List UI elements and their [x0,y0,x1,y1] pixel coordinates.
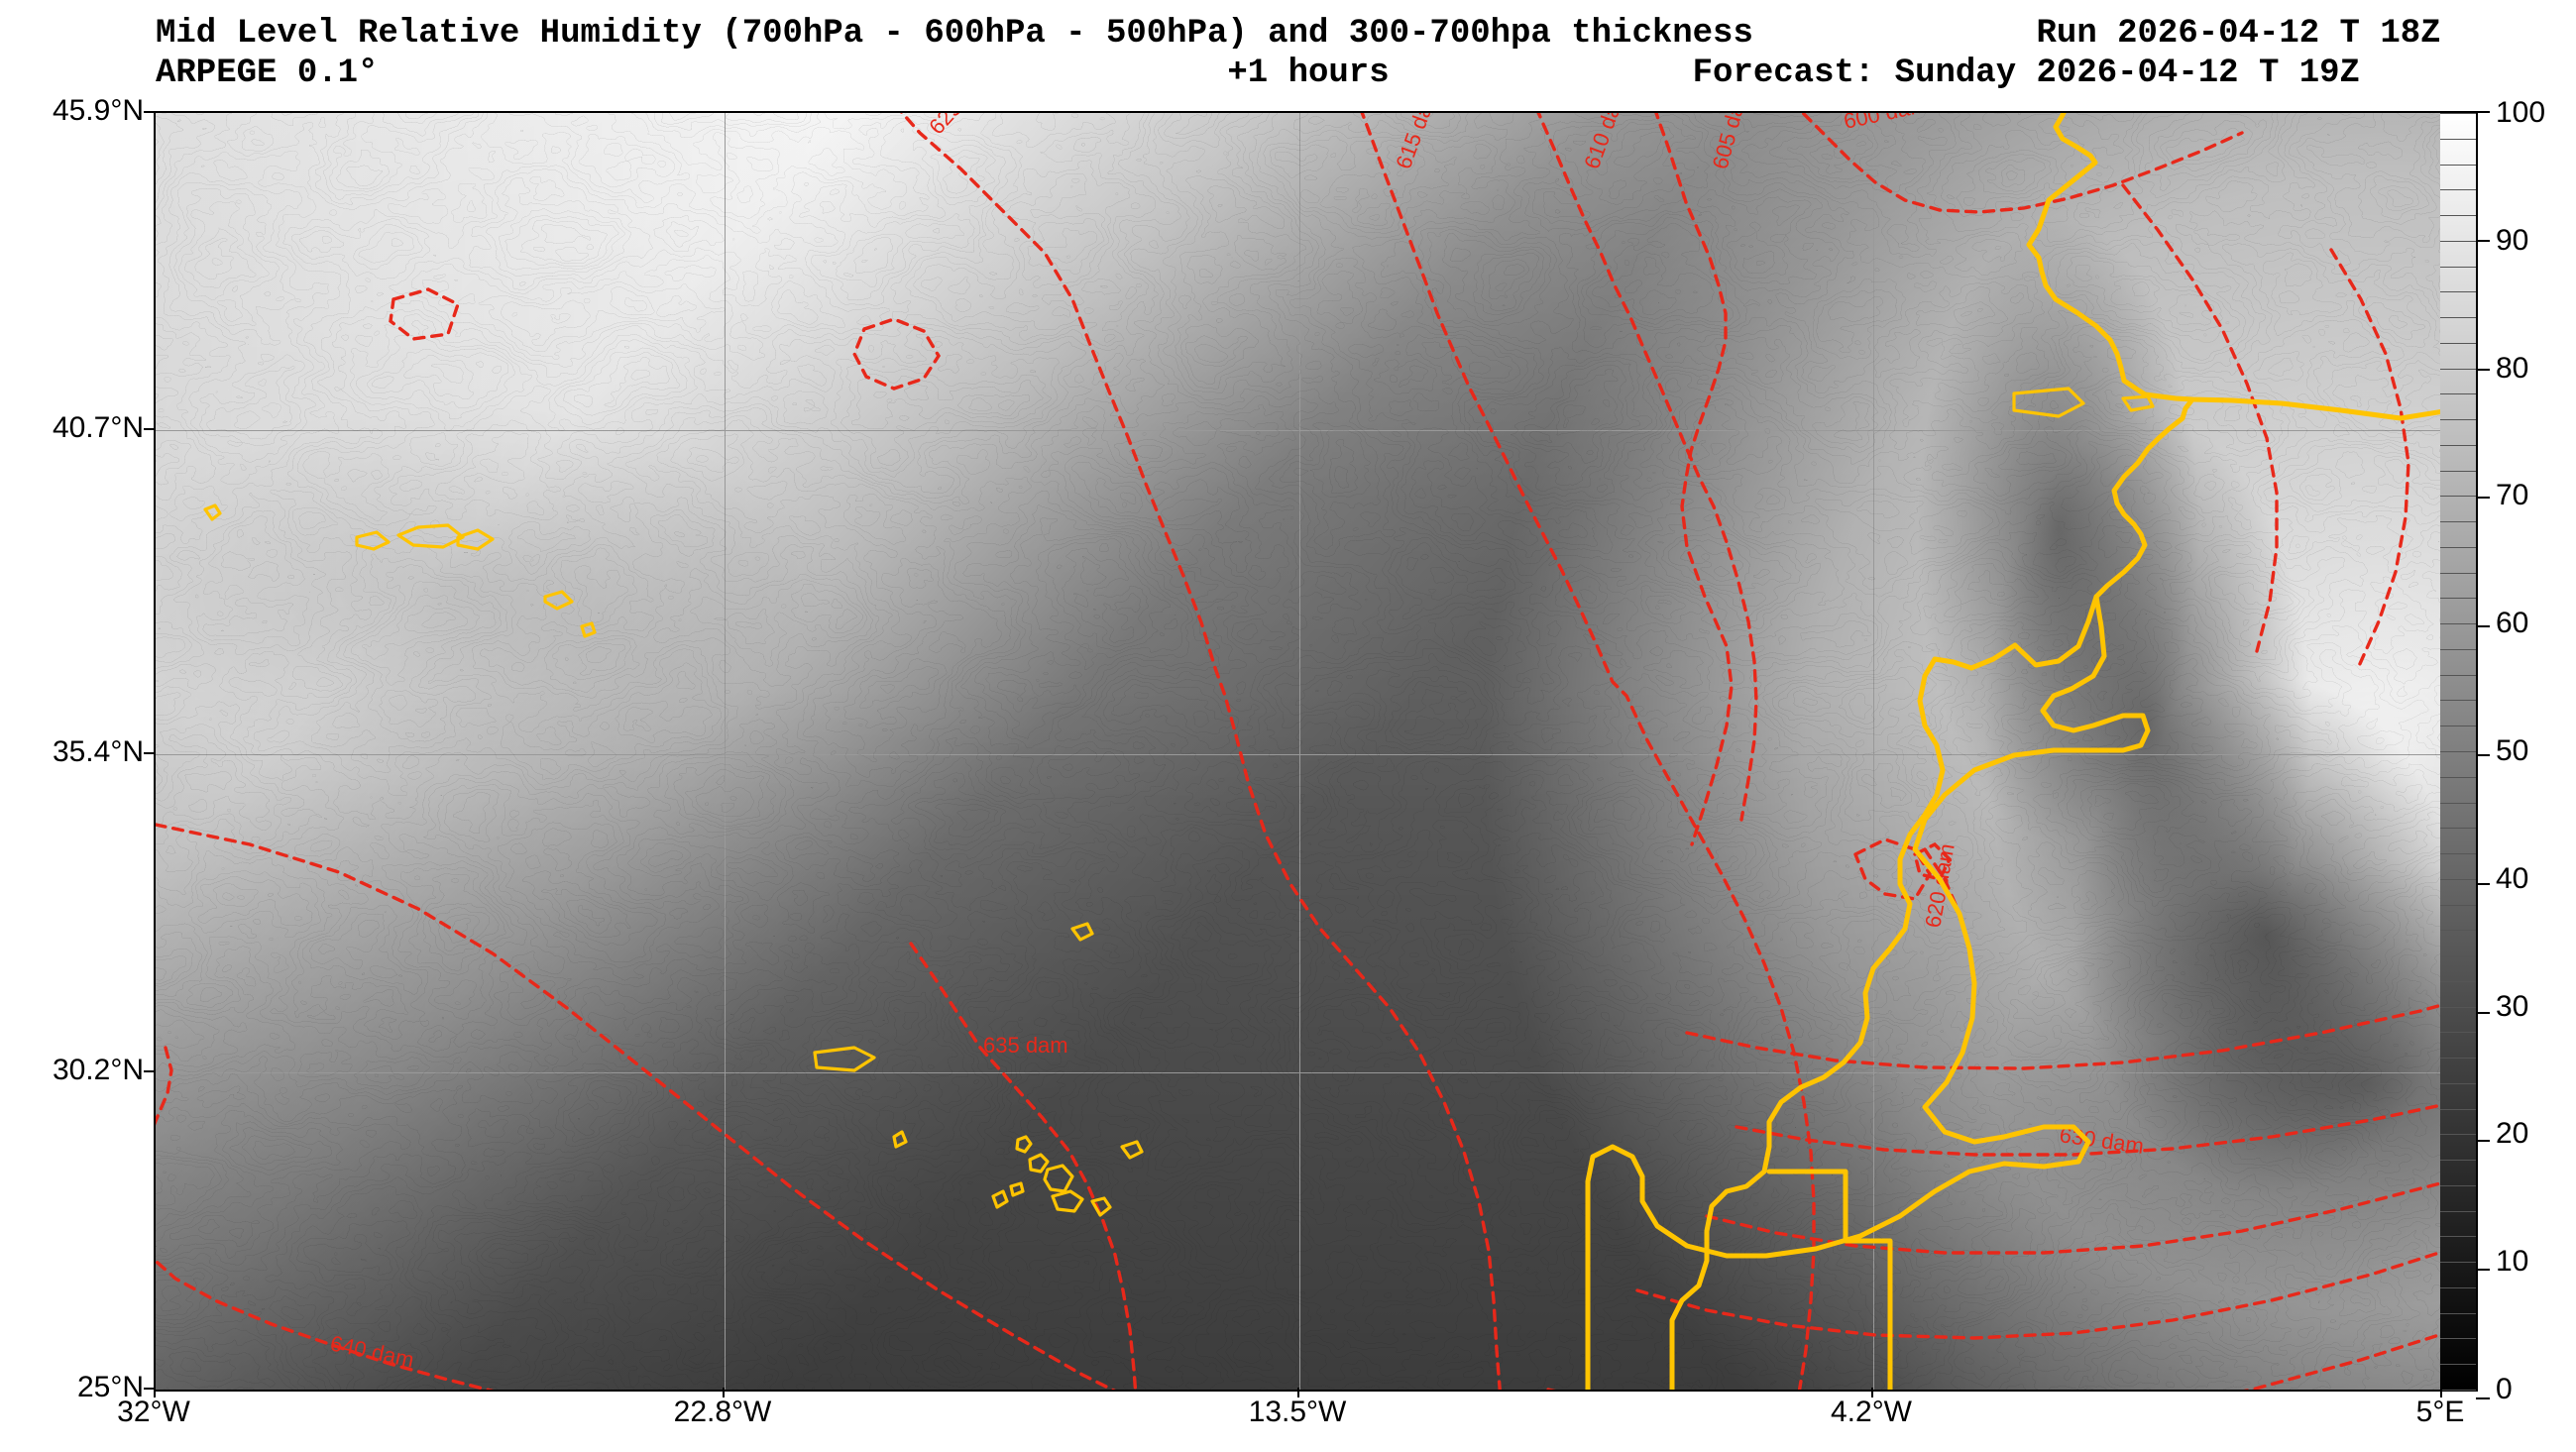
svg-text:600 dam: 600 dam [1842,113,1930,134]
svg-text:640 dam: 640 dam [328,1330,416,1372]
svg-text:620 dam: 620 dam [1920,841,1959,930]
svg-text:610 dam: 610 dam [1579,113,1631,172]
svg-text:635 dam: 635 dam [983,1033,1068,1058]
svg-text:615 dam: 615 dam [1391,113,1443,172]
svg-text:625 dam: 625 dam [924,113,999,139]
svg-text:605 dam: 605 dam [1708,113,1753,171]
